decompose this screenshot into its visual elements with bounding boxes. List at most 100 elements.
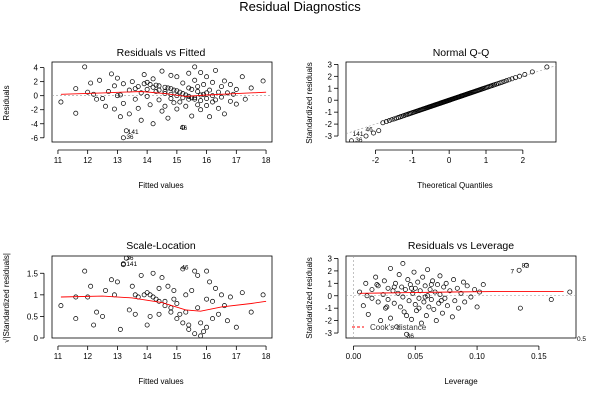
data-point [437, 273, 443, 279]
data-point [380, 120, 386, 126]
data-point [260, 292, 266, 298]
data-point [168, 72, 174, 78]
y-tick-label: 0 [34, 92, 39, 101]
data-point [174, 88, 180, 94]
x-tick-label: 17 [232, 352, 241, 361]
data-point [144, 93, 150, 99]
x-tick-label: 13 [113, 156, 122, 165]
data-point [210, 93, 215, 99]
data-point [168, 96, 174, 101]
data-point [210, 298, 215, 304]
data-point [409, 285, 414, 291]
data-point [456, 305, 461, 311]
x-tick-label: 15 [172, 352, 181, 361]
data-point [233, 86, 239, 92]
x-tick-label: 11 [54, 156, 63, 165]
x-tick-label: 16 [202, 156, 211, 165]
y-tick-label: 1 [328, 279, 333, 288]
data-point [168, 309, 174, 315]
x-tick-label: 2 [521, 156, 526, 165]
y-tick-label: -4 [31, 120, 39, 129]
x-tick-label: 13 [113, 352, 122, 361]
data-point [126, 307, 132, 313]
data-point [156, 311, 162, 317]
data-point [195, 305, 201, 311]
data-point [153, 296, 159, 302]
data-point [150, 121, 156, 127]
data-point [221, 78, 227, 84]
plot-frame [51, 61, 273, 143]
data-point [365, 311, 371, 317]
data-point [91, 322, 97, 328]
data-point [216, 105, 221, 111]
data-point [159, 68, 165, 74]
data-point [91, 91, 97, 97]
y-tick-label: 3 [328, 60, 333, 69]
data-point [171, 100, 177, 106]
y-tick-label: 1 [328, 84, 333, 93]
data-point [189, 86, 195, 92]
data-point [431, 306, 437, 312]
data-point [400, 294, 406, 300]
data-point [174, 316, 180, 322]
y-tick-label: 2 [34, 78, 39, 87]
data-point [147, 313, 153, 319]
data-point [138, 90, 144, 96]
data-point [106, 89, 111, 94]
data-point [369, 295, 375, 301]
point-id-label: 36 [407, 333, 415, 340]
data-point [524, 262, 529, 268]
data-point [428, 282, 434, 288]
residuals-vs-leverage-panel: Residuals vs Leverage Leverage Standardi… [305, 240, 586, 386]
data-point [159, 275, 165, 281]
data-point [210, 99, 215, 105]
data-point [462, 299, 468, 305]
data-point [422, 294, 428, 300]
data-point [180, 124, 186, 130]
data-point [189, 113, 195, 119]
data-point [174, 106, 180, 112]
x-tick-label: 0.05 [407, 352, 423, 361]
data-point [396, 272, 402, 278]
data-point [411, 269, 417, 275]
data-point [204, 268, 210, 274]
data-point [162, 84, 168, 90]
data-point [242, 96, 248, 102]
data-point [168, 305, 174, 311]
data-point [394, 324, 400, 330]
x-tick-label: 17 [232, 156, 241, 165]
panel-title: Residuals vs Leverage [408, 240, 514, 252]
data-point [433, 318, 439, 324]
data-point [132, 96, 138, 102]
data-point [73, 316, 79, 322]
data-point [213, 97, 218, 103]
data-point [219, 84, 224, 90]
data-point [183, 103, 189, 109]
data-point [260, 78, 266, 84]
data-point [428, 297, 434, 302]
x-tick-label: 0.00 [346, 352, 362, 361]
data-point [85, 89, 91, 95]
data-point [410, 290, 416, 296]
data-point [82, 64, 88, 70]
data-point [451, 277, 457, 283]
data-point [201, 82, 207, 87]
x-tick-label: 0.15 [531, 352, 547, 361]
data-point [186, 70, 192, 76]
data-point [117, 326, 123, 332]
y-tick-label: -1 [325, 304, 333, 313]
x-axis-title: Fitted values [138, 377, 183, 386]
data-point [111, 83, 117, 89]
data-point [153, 82, 159, 88]
data-point [201, 329, 207, 334]
point-id-label: 141 [126, 261, 137, 268]
data-point [204, 74, 210, 80]
data-point [144, 290, 150, 296]
data-point [192, 268, 198, 274]
data-point [405, 277, 411, 283]
data-point [156, 83, 162, 89]
data-point [499, 79, 505, 85]
data-point [395, 290, 401, 296]
data-point [369, 287, 375, 292]
data-point [480, 282, 486, 288]
